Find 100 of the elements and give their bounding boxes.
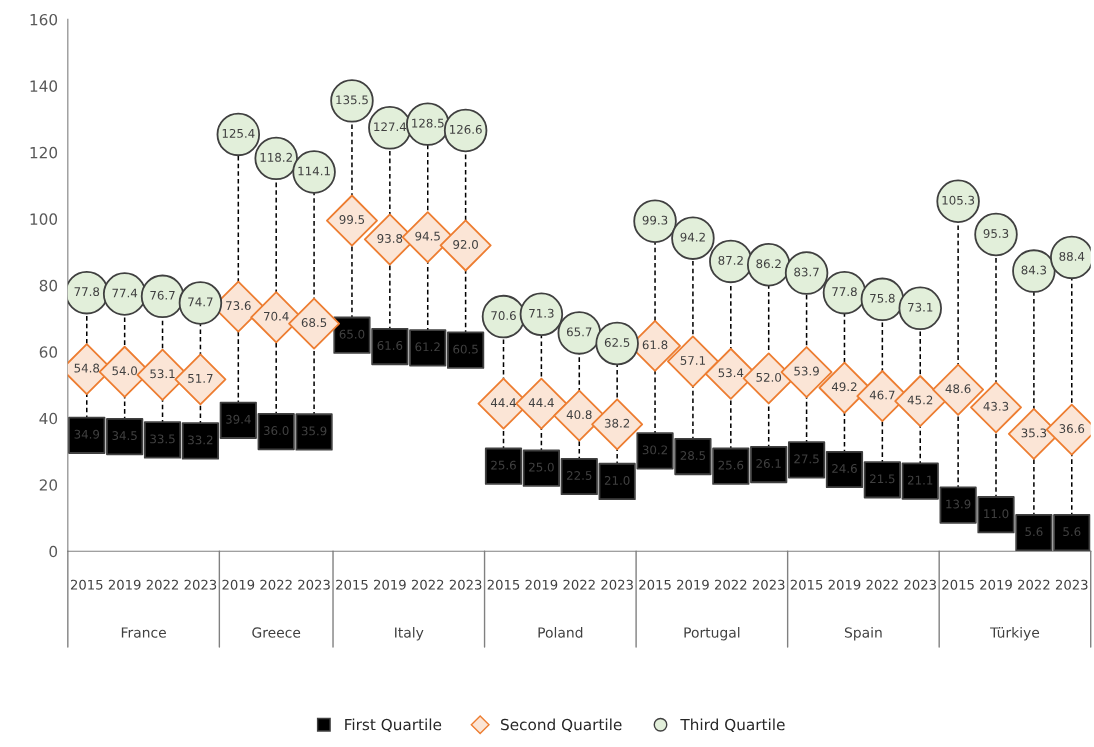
data-label: 21.1 — [907, 475, 933, 485]
data-label: 70.6 — [491, 311, 516, 321]
data-label: 65.7 — [566, 327, 592, 337]
data-label: 75.8 — [870, 293, 895, 303]
text: Italy — [395, 627, 424, 641]
data-label: 36.6 — [1059, 424, 1085, 434]
data-label: 22.5 — [567, 470, 592, 480]
y-tick-label: 40 — [39, 412, 58, 425]
data-label: 99.5 — [339, 215, 365, 224]
data-label: 35.3 — [1021, 428, 1047, 438]
data-label: 45.2 — [907, 395, 933, 405]
legend-label: Third Quartile — [680, 718, 785, 733]
data-label: 51.7 — [188, 374, 213, 383]
point — [666, 335, 719, 388]
data-label: 126.6 — [450, 124, 482, 134]
x-tick-label: 2023 — [1055, 579, 1088, 590]
data-label: 105.3 — [942, 195, 975, 205]
data-label: 33.2 — [188, 435, 213, 445]
x-tick-label: 2023 — [752, 579, 785, 590]
data-label: 52.0 — [756, 372, 782, 382]
data-label: 13.9 — [946, 499, 971, 509]
text: Portugal — [684, 627, 740, 641]
y-tick-label: 120 — [30, 146, 58, 159]
x-tick-label: 2023 — [449, 579, 482, 590]
data-label: 54.8 — [74, 363, 100, 373]
x-tick-label: 2022 — [563, 579, 595, 590]
data-label: 44.4 — [490, 398, 516, 407]
data-label: 34.9 — [74, 429, 100, 439]
data-label: 94.5 — [415, 231, 440, 241]
data-label: 88.4 — [1059, 251, 1085, 261]
data-label: 46.7 — [869, 390, 895, 400]
data-label: 49.2 — [831, 382, 857, 392]
x-tick-label: 2022 — [1018, 579, 1050, 590]
data-label: 93.8 — [377, 233, 403, 243]
data-label: 48.6 — [945, 384, 971, 394]
data-label: 44.4 — [528, 398, 554, 407]
point — [591, 398, 644, 451]
data-label: 84.3 — [1021, 265, 1047, 275]
x-tick-label: 2019 — [525, 579, 558, 590]
data-label: 74.7 — [188, 297, 213, 307]
x-tick-label: 2015 — [790, 579, 823, 590]
text: Poland — [538, 627, 583, 638]
x-tick-label: 2015 — [487, 579, 520, 590]
data-label: 53.4 — [718, 368, 744, 378]
data-label: 38.2 — [604, 418, 630, 428]
data-label: 135.5 — [336, 95, 368, 105]
data-label: 39.4 — [226, 414, 251, 424]
data-label: 125.4 — [222, 128, 255, 138]
data-label: 53.1 — [150, 369, 175, 379]
data-label: 77.4 — [112, 288, 138, 298]
x-tick-label: 2023 — [601, 579, 633, 590]
x-tick-label: 2022 — [866, 579, 898, 590]
x-tick-label: 2023 — [298, 579, 330, 590]
data-label: 5.6 — [1063, 527, 1081, 537]
data-label: 114.1 — [298, 166, 330, 176]
data-label: 21.0 — [604, 475, 630, 485]
x-tick-label: 2022 — [260, 579, 292, 590]
text: Spain — [844, 627, 882, 641]
data-label: 62.5 — [604, 338, 630, 347]
data-label: 27.5 — [794, 454, 819, 464]
y-tick-label: 100 — [30, 213, 58, 225]
text: France — [121, 627, 166, 638]
data-label: 21.5 — [870, 474, 895, 484]
data-label: 61.2 — [415, 342, 440, 352]
data-label: 92.0 — [453, 239, 478, 249]
data-label: 57.1 — [680, 356, 705, 365]
data-label: 53.9 — [794, 366, 819, 376]
data-label: 99.3 — [642, 215, 668, 225]
data-label: 87.2 — [718, 255, 743, 265]
data-label: 35.9 — [301, 426, 327, 436]
y-tick-label: 0 — [49, 545, 58, 558]
point — [288, 297, 341, 350]
data-label: 118.2 — [260, 152, 292, 162]
legend-label: First Quartile — [345, 718, 442, 733]
data-label: 24.6 — [832, 464, 857, 473]
y-tick-label: 80 — [39, 279, 58, 292]
text: Greece — [252, 627, 301, 638]
data-label: 61.6 — [377, 341, 403, 350]
x-tick-label: 2022 — [146, 579, 179, 590]
data-label: 77.8 — [74, 287, 100, 297]
y-tick-label: 160 — [30, 13, 58, 26]
legend-label: Second Quartile — [501, 718, 622, 733]
x-tick-label: 2015 — [942, 579, 974, 590]
point — [326, 194, 378, 247]
point — [174, 353, 227, 406]
x-tick-label: 2022 — [411, 579, 444, 590]
data-label: 34.5 — [112, 431, 137, 441]
data-label: 25.6 — [718, 460, 744, 470]
point — [818, 361, 871, 414]
data-label: 40.8 — [566, 410, 592, 420]
data-label: 26.1 — [756, 459, 781, 468]
point — [439, 219, 492, 272]
data-label: 60.5 — [453, 344, 478, 354]
point — [970, 381, 1022, 434]
data-label: 83.7 — [794, 267, 819, 277]
point — [932, 363, 985, 416]
x-tick-label: 2015 — [336, 579, 368, 590]
data-label: 95.3 — [983, 228, 1009, 238]
data-label: 68.5 — [301, 318, 327, 328]
data-label: 43.3 — [983, 401, 1009, 411]
